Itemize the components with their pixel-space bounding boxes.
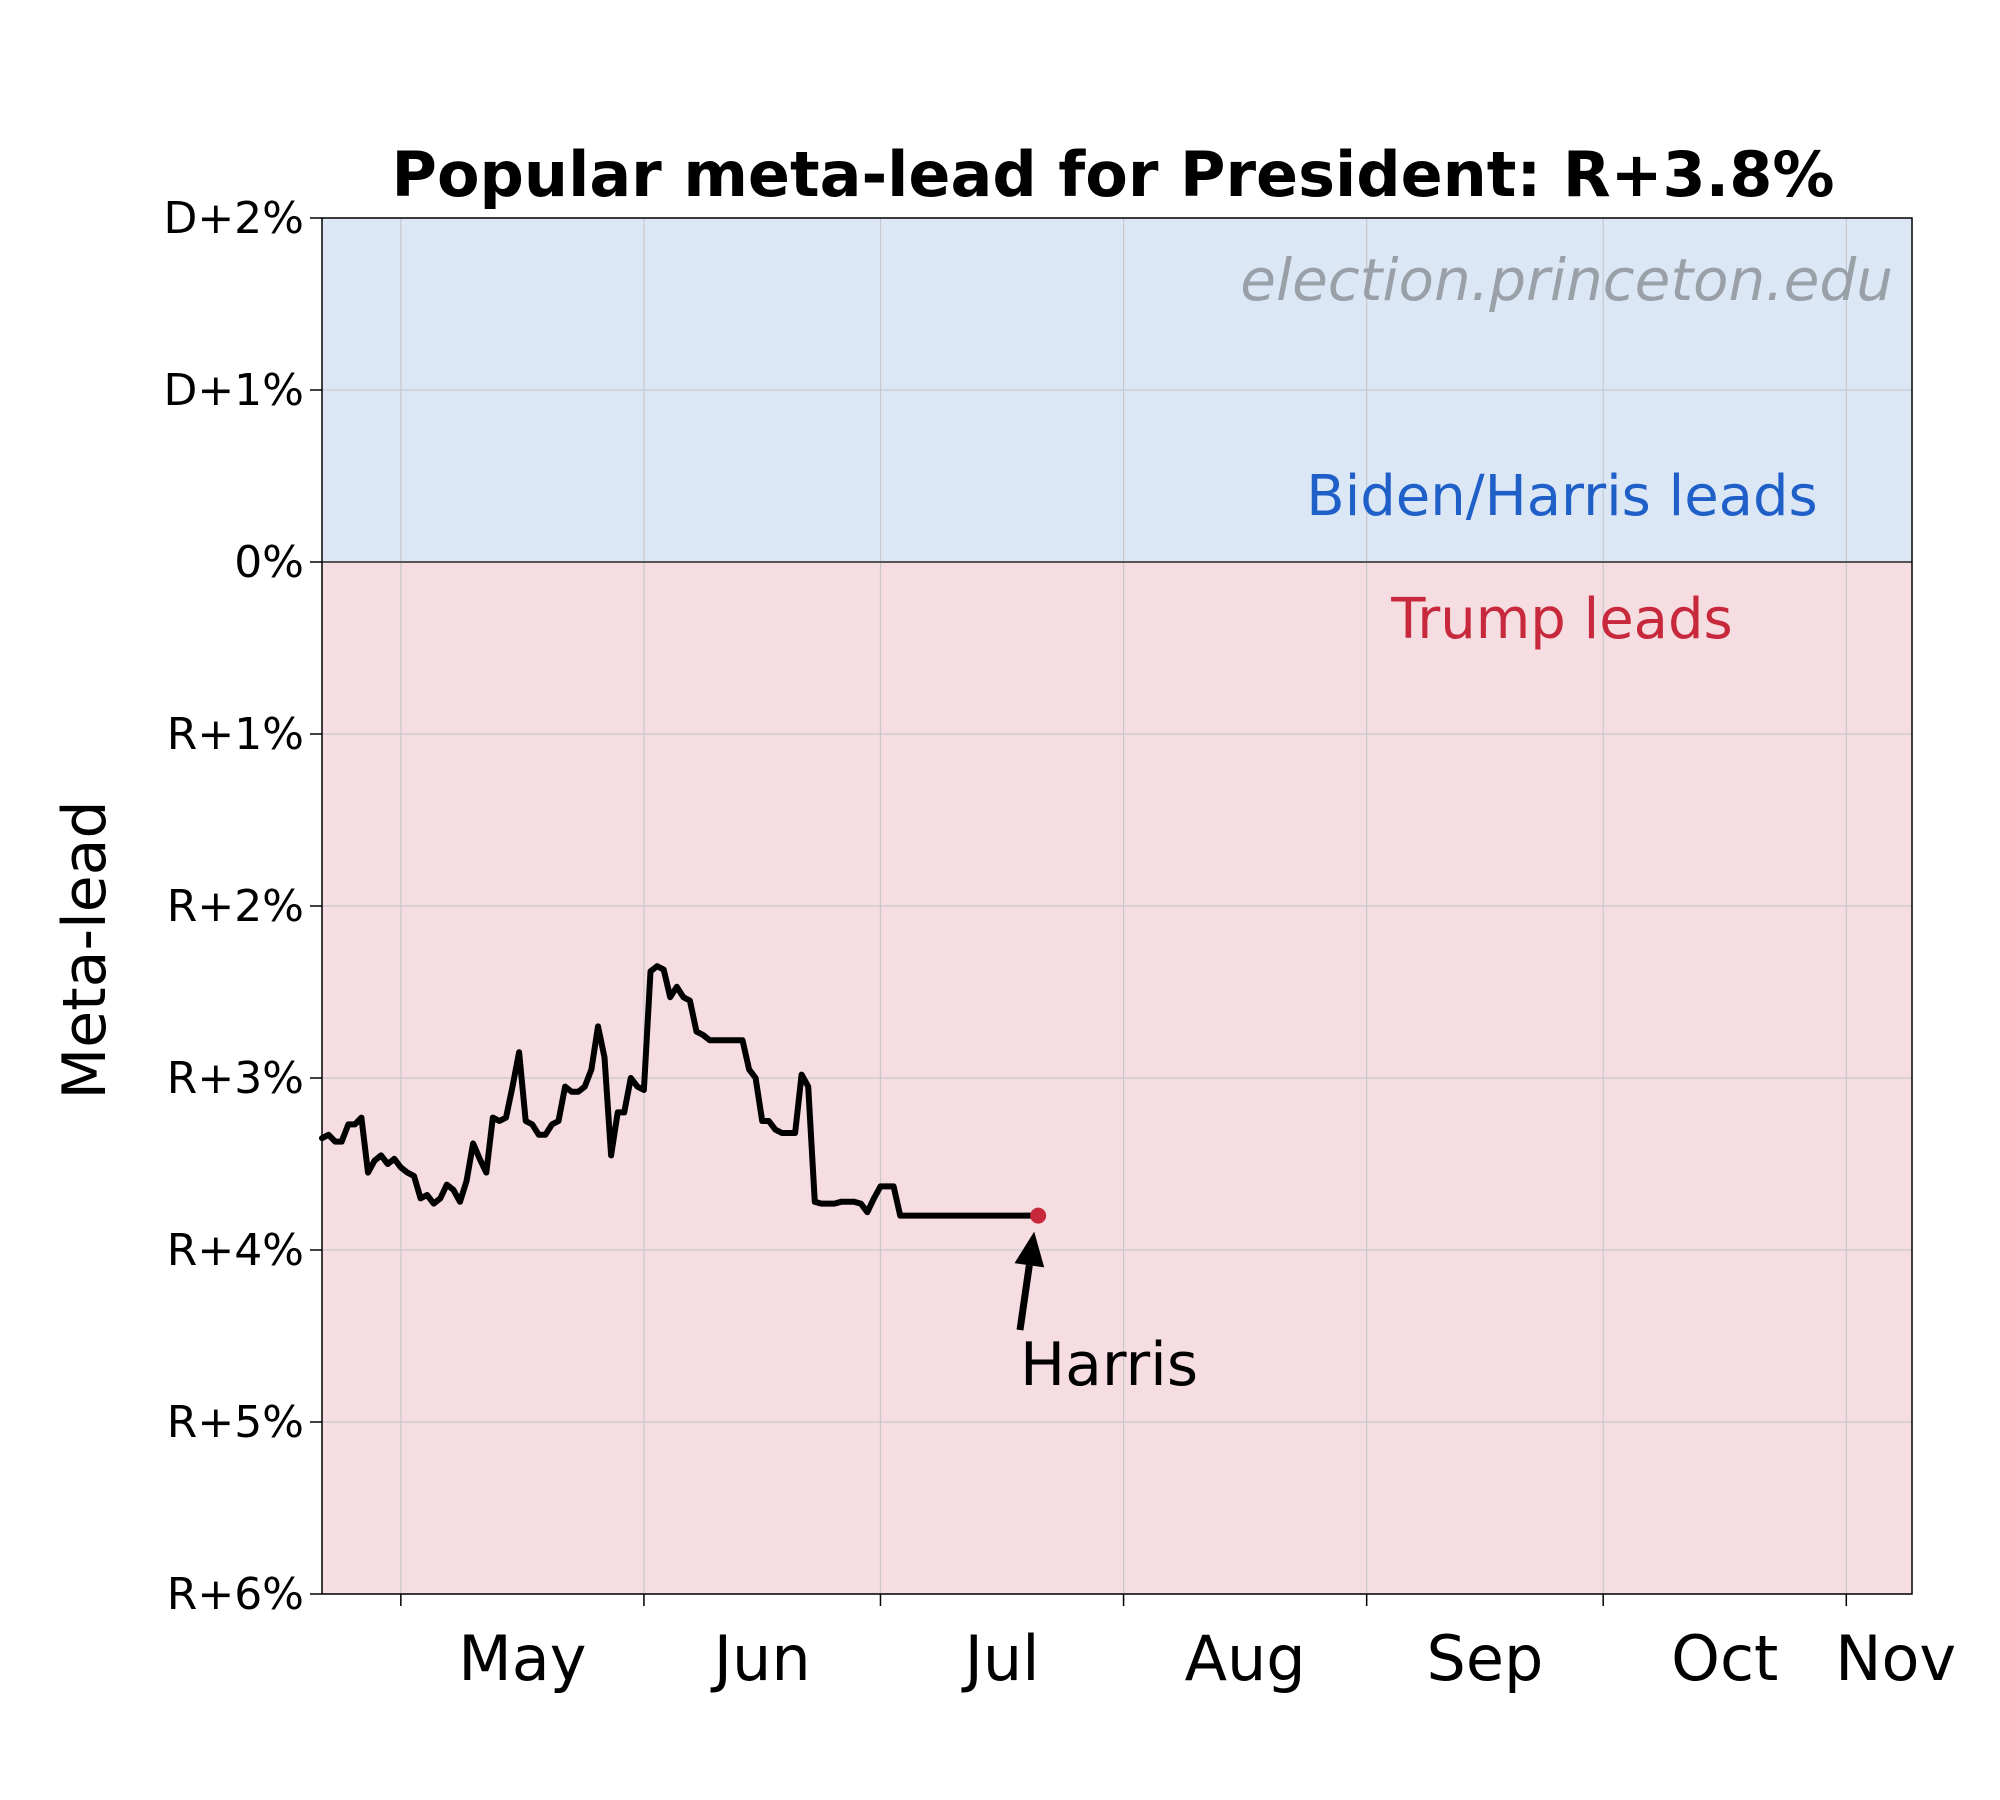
annotation-arrow-head <box>1014 1231 1045 1268</box>
y-axis-label: Meta-lead <box>50 800 120 1099</box>
x-tick-label-jun: Jun <box>710 1622 811 1695</box>
y-tick-label: R+6% <box>167 1569 304 1620</box>
annotation-group <box>1014 1231 1045 1331</box>
y-tick-label: D+1% <box>163 365 304 416</box>
y-tick-label: R+4% <box>167 1225 304 1276</box>
region-label-dem: Biden/Harris leads <box>1306 464 1817 529</box>
x-tick-label-nov: Nov <box>1835 1622 1956 1695</box>
series-line-meta-lead <box>319 963 1042 1219</box>
annotation-arrow-shaft <box>1016 1264 1033 1331</box>
y-tick-label: 0% <box>234 537 304 588</box>
annotation-label: Harris <box>1020 1330 1198 1400</box>
x-tick-label-jul: Jul <box>961 1622 1040 1695</box>
x-tick-label-may: May <box>458 1622 586 1695</box>
x-axis: May Jun Jul Aug Sep Oct Nov <box>400 1594 1956 1695</box>
chart-title: Popular meta-lead for President: R+3.8% <box>392 138 1835 211</box>
y-tick-label: R+5% <box>167 1397 304 1448</box>
x-tick-label-oct: Oct <box>1671 1622 1778 1695</box>
watermark: election.princeton.edu <box>1240 246 1893 314</box>
y-tick-label: D+2% <box>163 193 304 244</box>
y-tick-label: R+1% <box>167 709 304 760</box>
region-label-rep: Trump leads <box>1390 587 1732 652</box>
y-tick-label: R+2% <box>167 881 304 932</box>
latest-point-marker <box>1030 1207 1047 1224</box>
x-tick-label-sep: Sep <box>1427 1622 1544 1695</box>
y-axis: D+2% D+1% 0% R+1% R+2% R+3% R+4% R+5% R+6% <box>163 193 322 1620</box>
y-tick-label: R+3% <box>167 1053 304 1104</box>
series-line-group <box>319 963 1047 1224</box>
x-tick-label-aug: Aug <box>1185 1622 1306 1695</box>
